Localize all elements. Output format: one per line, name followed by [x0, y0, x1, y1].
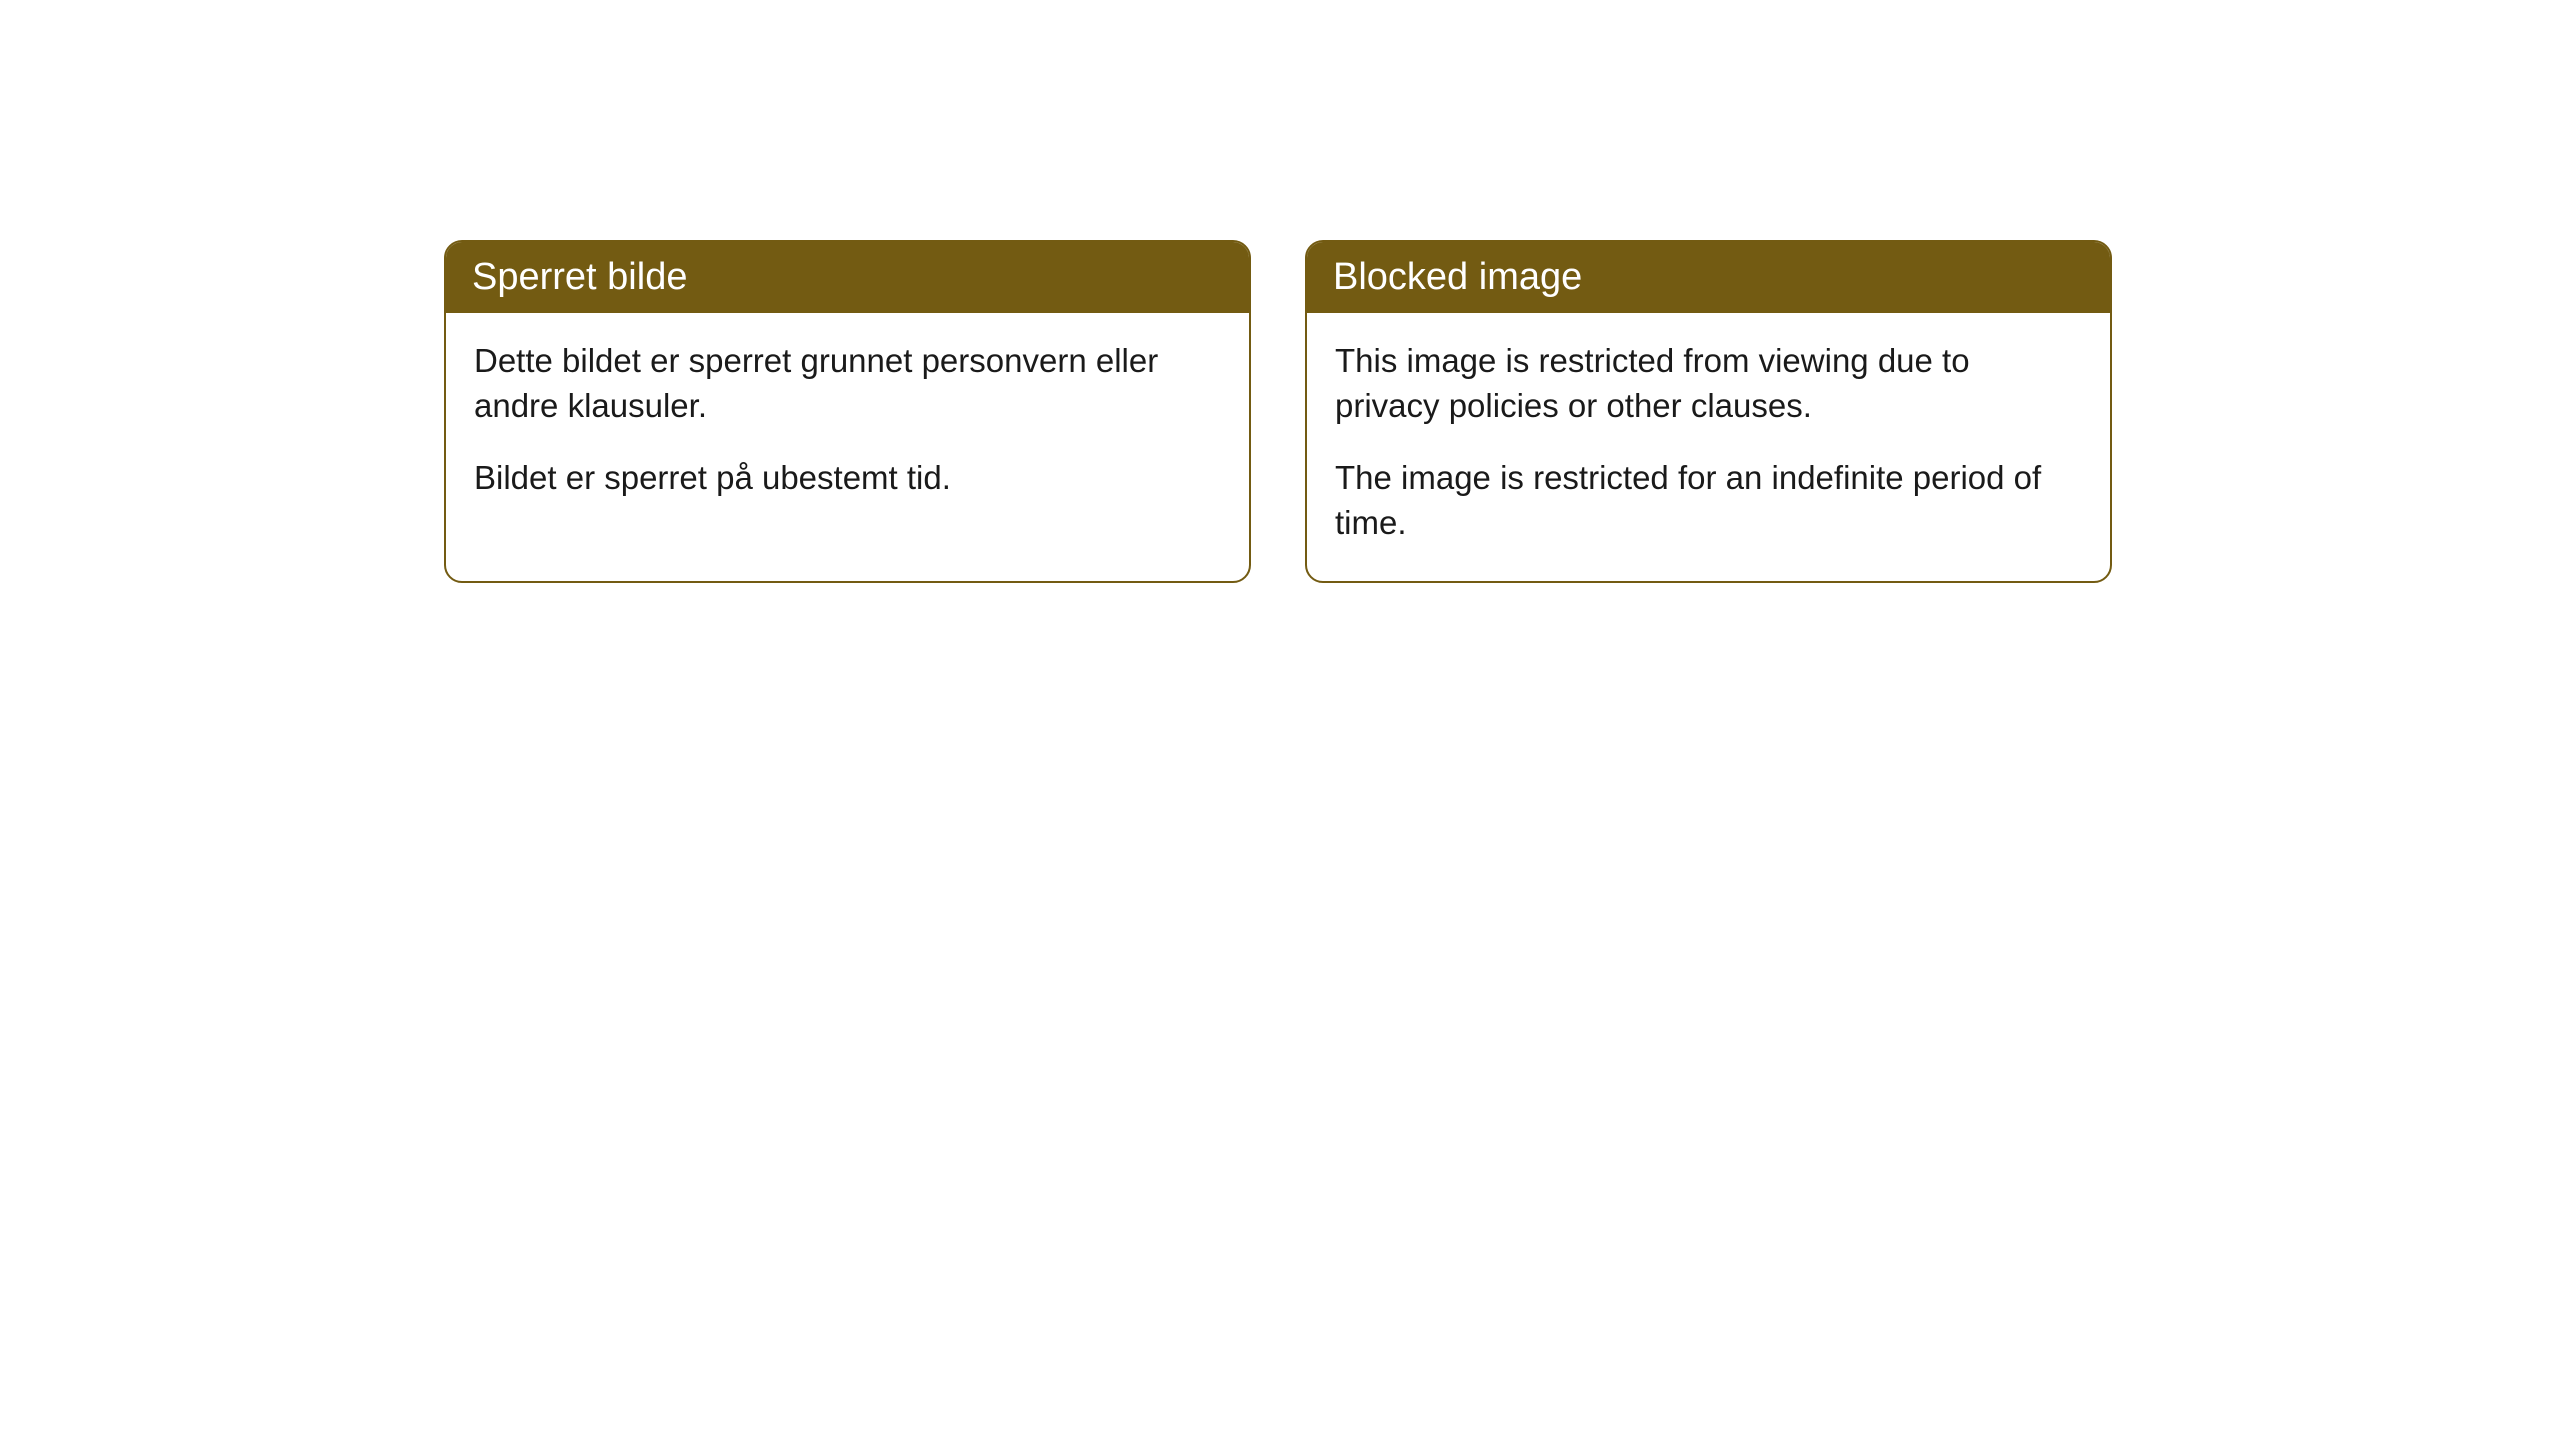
card-title: Sperret bilde — [472, 256, 687, 298]
card-paragraph: The image is restricted for an indefinit… — [1335, 456, 2082, 545]
card-body: Dette bildet er sperret grunnet personve… — [446, 313, 1249, 537]
blocked-image-card-norwegian: Sperret bilde Dette bildet er sperret gr… — [444, 240, 1251, 583]
card-title: Blocked image — [1333, 256, 1582, 298]
card-paragraph: This image is restricted from viewing du… — [1335, 339, 2082, 428]
card-header: Blocked image — [1307, 242, 2110, 313]
notice-cards-container: Sperret bilde Dette bildet er sperret gr… — [0, 0, 2560, 583]
card-paragraph: Bildet er sperret på ubestemt tid. — [474, 456, 1221, 501]
card-paragraph: Dette bildet er sperret grunnet personve… — [474, 339, 1221, 428]
card-body: This image is restricted from viewing du… — [1307, 313, 2110, 581]
card-header: Sperret bilde — [446, 242, 1249, 313]
blocked-image-card-english: Blocked image This image is restricted f… — [1305, 240, 2112, 583]
